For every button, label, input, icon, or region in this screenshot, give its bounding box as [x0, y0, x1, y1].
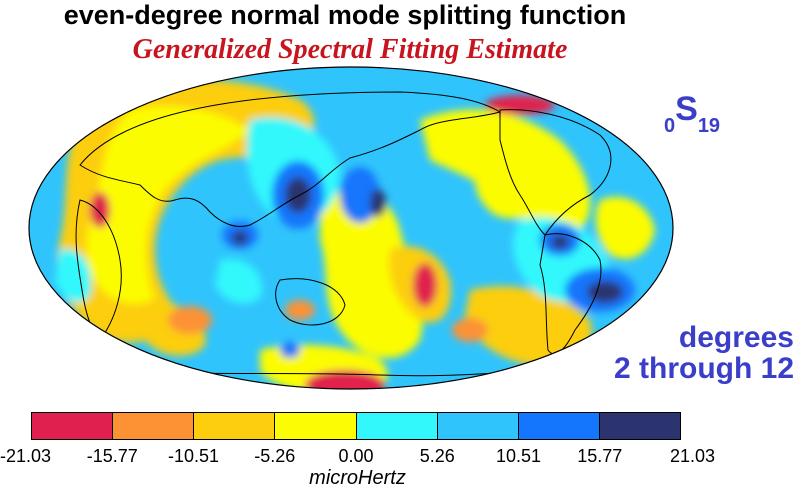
- colorbar-segment: [356, 413, 438, 439]
- field-region: [475, 156, 550, 219]
- field-region: [340, 167, 380, 223]
- colorbar-tick-label: 5.26: [419, 446, 455, 466]
- field-region: [285, 177, 311, 213]
- field-region: [215, 259, 263, 304]
- degree-range-line2: 2 through 12: [613, 352, 794, 385]
- colorbar-tick-label: -10.51: [167, 446, 220, 466]
- field-region: [452, 318, 488, 342]
- colorbar-tick-label: -5.26: [254, 446, 296, 466]
- splitting-field: [29, 67, 673, 389]
- map-subtitle: Generalized Spectral Fitting Estimate: [132, 34, 568, 65]
- colorbar-unit: microHertz: [309, 467, 406, 489]
- map-title: even-degree normal mode splitting functi…: [63, 0, 627, 30]
- degree-range-line1: degrees: [678, 321, 794, 354]
- colorbar-tick-label: -21.03: [0, 446, 52, 466]
- colorbar-segment: [275, 413, 357, 439]
- field-region: [595, 196, 655, 259]
- coastline-greenland: [599, 103, 632, 124]
- colorbar-tick-label: 15.77: [577, 446, 623, 466]
- colorbar-tick-label: -15.77: [86, 446, 138, 466]
- field-region: [413, 263, 437, 307]
- mode-overtone: 0: [664, 115, 676, 137]
- degree-range-label: degrees 2 through 12: [594, 322, 794, 384]
- mode-angular-order: 19: [697, 115, 721, 137]
- mode-label: 0S19: [664, 92, 720, 136]
- coastline-australia: [275, 278, 346, 326]
- field-region: [370, 189, 386, 217]
- colorbar: [31, 412, 681, 440]
- colorbar-segment: [32, 413, 114, 439]
- field-region: [465, 286, 592, 366]
- coastline-south-america: [539, 233, 602, 355]
- coastline-eurasia: [79, 91, 502, 227]
- field-region: [320, 190, 423, 359]
- field-region: [168, 306, 212, 334]
- colorbar-ticks: -21.03 -15.77 -10.51 -5.26 0.00 5.26 10.51 15.7…: [0, 446, 799, 468]
- globe-outline: [28, 66, 674, 390]
- field-region: [551, 235, 569, 249]
- field-region: [285, 300, 315, 320]
- field-region: [485, 95, 555, 115]
- field-region: [587, 281, 623, 303]
- field-region: [280, 342, 300, 358]
- colorbar-segment: [113, 413, 195, 439]
- mode-type: S: [675, 90, 698, 128]
- colorbar-segment: [194, 413, 276, 439]
- colorbar-segment: [518, 413, 600, 439]
- mollweide-map: [28, 66, 674, 390]
- field-region: [232, 231, 248, 245]
- coastline-north-america: [499, 109, 612, 236]
- colorbar-tick-label: 0.00: [338, 446, 374, 466]
- field-region: [86, 106, 251, 304]
- colorbar-tick-label: 21.03: [669, 446, 715, 466]
- colorbar-segment: [599, 413, 680, 439]
- colorbar-tick-label: 10.51: [495, 446, 542, 466]
- colorbar-segment: [437, 413, 519, 439]
- field-region: [305, 370, 385, 389]
